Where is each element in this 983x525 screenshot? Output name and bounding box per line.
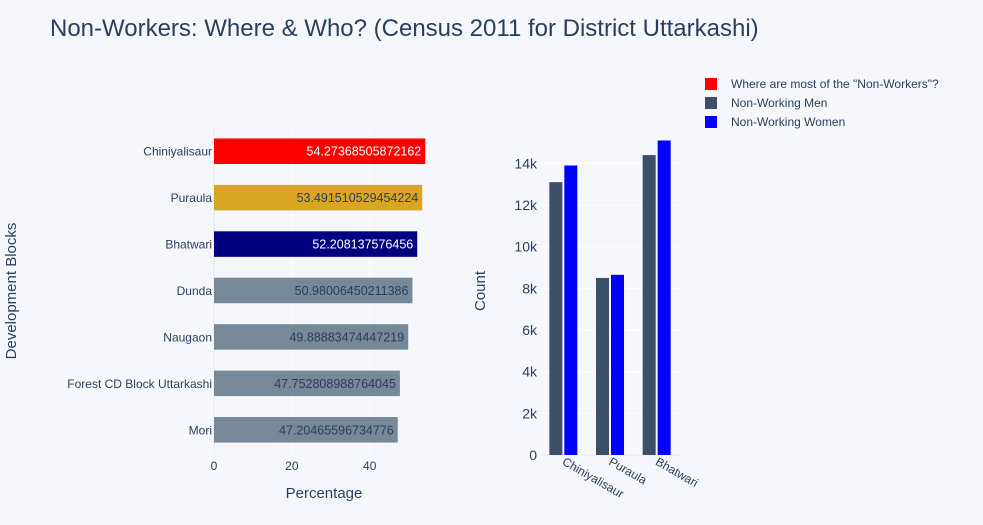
bar-puraula bbox=[214, 184, 423, 211]
legend-label: Where are most of the "Non-Workers"? bbox=[731, 77, 939, 91]
bar-non-working-women bbox=[564, 165, 578, 455]
y-tick-label: Mori bbox=[189, 423, 212, 437]
y-tick-label: 4k bbox=[522, 364, 538, 380]
y-tick-label: 14k bbox=[514, 155, 538, 171]
legend[interactable]: Where are most of the "Non-Workers"? Non-… bbox=[705, 77, 939, 129]
bar-mori bbox=[214, 417, 398, 443]
x-tick-label: 20 bbox=[285, 459, 299, 473]
bar-value-label: 53.491510529454224 bbox=[297, 191, 419, 205]
legend-swatch bbox=[705, 97, 717, 109]
x-tick-label: 40 bbox=[363, 459, 377, 473]
chart-title: Non-Workers: Where & Who? (Census 2011 f… bbox=[50, 15, 759, 42]
bar-non-working-women bbox=[657, 140, 671, 455]
x-tick-label: Bhatwari bbox=[653, 454, 700, 489]
x-tick-label: 0 bbox=[211, 459, 218, 473]
bar-dunda bbox=[214, 277, 413, 304]
y-tick-label: 8k bbox=[522, 280, 538, 296]
y-tick-label: Dunda bbox=[177, 284, 213, 298]
y-tick-label: Forest CD Block Uttarkashi bbox=[67, 377, 212, 391]
y-tick-label: Puraula bbox=[171, 191, 213, 205]
y-tick-label: Bhatwari bbox=[165, 238, 212, 252]
legend-swatch bbox=[705, 78, 717, 90]
bar-value-label: 50.98006450211386 bbox=[295, 284, 409, 298]
legend-swatch bbox=[705, 116, 717, 128]
legend-item[interactable]: Non-Working Women bbox=[705, 115, 845, 129]
y-tick-label: Naugaon bbox=[163, 330, 212, 344]
bar-naugaon bbox=[214, 324, 409, 350]
bar-value-label: 47.752808988764045 bbox=[274, 377, 396, 391]
legend-item[interactable]: Where are most of the "Non-Workers"? bbox=[705, 77, 939, 91]
left-x-axis-title: Percentage bbox=[286, 485, 363, 502]
left-y-axis-title: Development Blocks bbox=[3, 223, 20, 360]
bar-non-working-men bbox=[549, 182, 563, 455]
bar-bhatwari bbox=[214, 231, 418, 257]
bar-chiniyalisaur bbox=[214, 138, 426, 164]
right-y-axis-title: Count bbox=[472, 270, 489, 311]
bar-value-label: 52.208137576456 bbox=[312, 238, 413, 252]
y-tick-label: 0 bbox=[529, 447, 537, 463]
left-chart: 54.27368505872162 53.491510529454224 52.20… bbox=[3, 128, 432, 502]
y-tick-label: 12k bbox=[514, 197, 538, 213]
y-tick-label: 2k bbox=[522, 405, 538, 421]
bar-forest-cd-block-uttarkashi bbox=[214, 370, 400, 397]
bar-non-working-women bbox=[611, 274, 624, 455]
bar-non-working-men bbox=[596, 277, 609, 455]
bar-value-label: 49.88883474447219 bbox=[289, 330, 404, 344]
legend-label: Non-Working Men bbox=[731, 96, 827, 110]
y-tick-label: Chiniyalisaur bbox=[143, 145, 212, 159]
y-tick-label: 6k bbox=[522, 322, 538, 338]
legend-label: Non-Working Women bbox=[731, 115, 845, 129]
bar-non-working-men bbox=[642, 155, 656, 456]
y-tick-label: 10k bbox=[514, 239, 538, 255]
bar-value-label: 47.20465596734776 bbox=[279, 423, 394, 437]
bar-value-label: 54.27368505872162 bbox=[307, 145, 422, 159]
legend-item[interactable]: Non-Working Men bbox=[705, 96, 827, 110]
